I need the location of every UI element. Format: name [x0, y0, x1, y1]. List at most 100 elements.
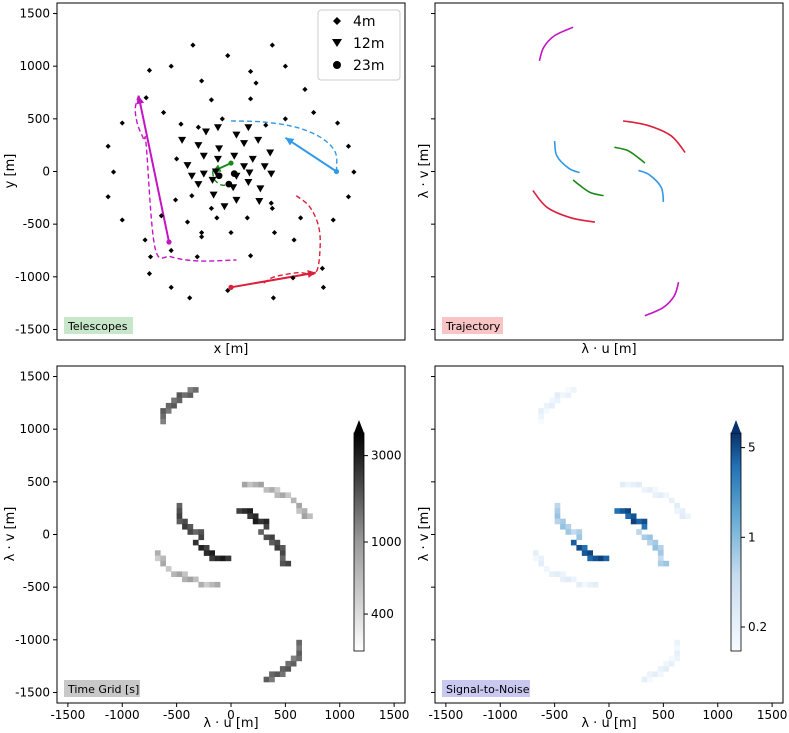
telescope-4m-marker [214, 215, 220, 221]
heatmap-cell [619, 481, 626, 488]
heatmap-cell [269, 487, 275, 493]
x-tick-label: 0 [605, 708, 613, 722]
heatmap-cell [598, 555, 604, 562]
heatmap-cell [296, 645, 302, 651]
trajectory-panel: Trajectory λ · u [m] λ · v [m] [417, 2, 784, 357]
heatmap-cell [554, 513, 561, 519]
heatmap-cell [587, 555, 593, 562]
baseline-solid-line [137, 95, 170, 243]
heatmap-cell [296, 508, 302, 514]
heatmap-cell [668, 655, 675, 662]
heatmap-cell [647, 487, 653, 493]
heatmap-cell [630, 513, 637, 519]
telescope-4m-marker [334, 120, 341, 126]
heatmap-cell [285, 666, 292, 672]
heatmap-cell [269, 534, 275, 541]
heatmap-cell [176, 392, 183, 398]
telescope-4m-marker [219, 116, 225, 122]
telescope-4m-marker [187, 295, 193, 301]
y-tick-label: -1500 [15, 322, 50, 336]
heatmap-cell [220, 555, 226, 562]
telescope-4m-marker [199, 229, 205, 236]
trajectory-xlabel: λ · u [m] [581, 342, 636, 357]
snr-ylabel: λ · v [m] [417, 507, 432, 562]
heatmap-cell [565, 524, 572, 530]
heatmap-cell [581, 550, 588, 556]
heatmap-cell [549, 571, 555, 577]
heatmap-cell [576, 529, 583, 535]
heatmap-cell [160, 408, 166, 414]
heatmap-cell [252, 513, 259, 519]
heatmap-cell [252, 518, 259, 525]
heatmap-cell [263, 676, 270, 683]
baseline-solid-line [284, 136, 338, 173]
heatmap-cell [247, 481, 253, 488]
trajectory-y-ticks [431, 13, 435, 330]
heatmap-cell [674, 639, 680, 646]
heatmap-cell [236, 508, 243, 514]
heatmap-cell [657, 560, 664, 567]
heatmap-cell [647, 676, 653, 683]
heatmap-cell [543, 566, 550, 572]
timegrid-cells [154, 387, 313, 683]
heatmap-cell [565, 387, 572, 393]
snr-panel: -1500 -1000 -500 0 500 1000 1500 0.2 1 5 Signal-… [417, 365, 787, 731]
legend-label-23m: 23m [353, 58, 384, 74]
telescope-12m-marker [211, 168, 220, 176]
heatmap-cell [258, 481, 264, 488]
baseline-solid-line [230, 271, 316, 289]
timegrid-x-ticks: -1500 -1000 -500 0 500 1000 1500 [50, 703, 409, 722]
trajectory-magenta-bottom [644, 281, 680, 317]
telescopes-tag: Telescopes [67, 320, 128, 333]
telescopes-tag-bg [64, 317, 133, 334]
heatmap-cell [176, 502, 183, 509]
telescope-12m-marker [213, 155, 222, 163]
legend-label-4m: 4m [353, 14, 376, 30]
telescope-4m-marker [225, 287, 231, 294]
heatmap-cell [657, 545, 664, 551]
heatmap-cell [641, 487, 648, 493]
heatmap-cell [290, 660, 297, 667]
heatmap-cell [560, 392, 566, 398]
y-tick-label: 1000 [19, 422, 50, 436]
telescope-4m-marker [269, 205, 275, 211]
timegrid-y-ticks: -1500 -1000 -500 0 500 1000 1500 [15, 370, 57, 699]
telescope-4m-marker [319, 265, 325, 271]
telescope-12m-marker [255, 197, 264, 205]
heatmap-cell [176, 508, 183, 514]
telescope-12m-marker [254, 136, 263, 144]
telescope-4m-marker [228, 229, 234, 236]
telescope-4m-marker [119, 217, 125, 223]
heatmap-cell [192, 387, 199, 393]
heatmap-cell [565, 392, 572, 398]
heatmap-cell [652, 487, 659, 493]
telescope-12m-marker [213, 124, 222, 132]
telescope-12m-marker [256, 185, 265, 193]
heatmap-cell [182, 571, 188, 577]
heatmap-cell [274, 671, 281, 677]
heatmap-cell [668, 660, 675, 667]
heatmap-cell [532, 555, 539, 562]
heatmap-cell [296, 650, 302, 656]
heatmap-cell [187, 524, 194, 530]
heatmap-cell [198, 581, 205, 588]
heatmap-cell [209, 555, 215, 562]
heatmap-cell [252, 481, 259, 488]
heatmap-cell [657, 550, 664, 556]
heatmap-cell [587, 581, 593, 588]
heatmap-cell [241, 481, 248, 488]
telescope-4m-marker [298, 215, 304, 221]
telescope-12m-marker [215, 145, 224, 153]
heatmap-cell [296, 639, 302, 646]
heatmap-cell [247, 513, 253, 519]
legend-diamond-marker [333, 17, 341, 25]
heatmap-cell [279, 545, 286, 551]
telescope-4m-marker [160, 109, 167, 116]
telescope-4m-marker [119, 120, 125, 126]
snr-xlabel: λ · u [m] [581, 716, 636, 731]
heatmap-cell [614, 508, 621, 514]
heatmap-cell [171, 397, 177, 404]
heatmap-cell [647, 539, 653, 546]
heatmap-cell [269, 671, 275, 677]
x-tick-label: -1500 [428, 708, 463, 722]
